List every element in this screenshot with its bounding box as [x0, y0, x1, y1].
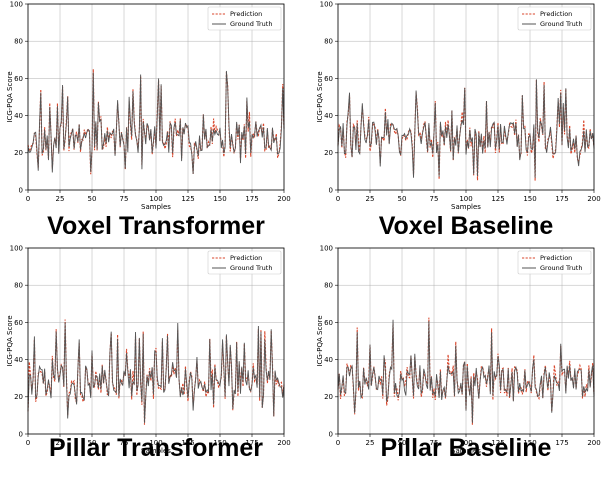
y-tick-label: 0 — [329, 186, 333, 194]
y-tick-label: 100 — [320, 0, 333, 8]
x-tick-label: 50 — [88, 439, 97, 447]
x-tick-label: 200 — [587, 439, 600, 447]
y-tick-label: 60 — [324, 319, 333, 327]
x-tick-label: 100 — [459, 439, 472, 447]
x-axis-label: Samples — [451, 447, 481, 455]
x-tick-label: 150 — [213, 195, 226, 203]
legend-label-prediction: Prediction — [540, 254, 572, 262]
x-tick-label: 75 — [120, 439, 129, 447]
chart-voxel-transformer: 0 20 40 60 80 100 0 25 50 75 100 125 150 175 200 Sample… — [6, 0, 291, 211]
y-tick-label: 100 — [10, 244, 23, 252]
y-axis-label: ICG-PQA Score — [6, 315, 14, 366]
x-tick-label: 125 — [491, 195, 504, 203]
x-tick-label: 50 — [398, 439, 407, 447]
x-tick-label: 50 — [88, 195, 97, 203]
y-tick-label: 80 — [324, 282, 333, 290]
x-tick-label: 175 — [555, 195, 568, 203]
series-line-ground-truth — [337, 319, 595, 423]
panel-pillar-transformer: 0 20 40 60 80 100 0 25 50 75 100 125 150 175 200 Sample… — [6, 244, 306, 484]
x-tick-label: 0 — [336, 195, 340, 203]
legend-label-prediction: Prediction — [540, 10, 572, 18]
x-tick-label: 150 — [523, 195, 536, 203]
panel-pillar-baseline: 0 20 40 60 80 100 0 25 50 75 100 125 150 175 200 Sample… — [316, 244, 616, 484]
y-tick-label: 80 — [324, 38, 333, 46]
y-tick-label: 80 — [14, 38, 23, 46]
x-tick-label: 125 — [491, 439, 504, 447]
y-axis-label: ICG-PQA Score — [316, 315, 324, 366]
y-axis-label: ICG-PQA Score — [6, 71, 14, 122]
x-tick-label: 25 — [366, 195, 375, 203]
y-tick-label: 60 — [14, 75, 23, 83]
x-tick-label: 0 — [26, 195, 30, 203]
y-tick-label: 40 — [14, 112, 23, 120]
y-tick-label: 0 — [19, 430, 23, 438]
y-tick-label: 0 — [329, 430, 333, 438]
panel-title: Voxel Baseline — [378, 212, 554, 240]
x-tick-label: 175 — [245, 195, 258, 203]
x-tick-label: 150 — [523, 439, 536, 447]
legend-box — [207, 250, 282, 275]
y-tick-label: 0 — [19, 186, 23, 194]
x-tick-label: 75 — [430, 195, 439, 203]
panel-title: Voxel Transformer — [47, 212, 265, 240]
legend-label-ground-truth: Ground Truth — [540, 20, 582, 28]
x-axis-label: Samples — [451, 203, 481, 211]
panel-voxel-transformer: 0 20 40 60 80 100 0 25 50 75 100 125 150 175 200 Sample… — [6, 0, 306, 240]
y-tick-label: 20 — [324, 149, 333, 157]
x-tick-label: 125 — [181, 195, 194, 203]
x-tick-label: 100 — [149, 195, 162, 203]
x-tick-label: 100 — [459, 195, 472, 203]
x-tick-label: 0 — [336, 439, 340, 447]
y-tick-label: 20 — [14, 393, 23, 401]
legend-box — [517, 6, 592, 31]
y-tick-label: 40 — [14, 356, 23, 364]
x-tick-label: 25 — [56, 439, 65, 447]
y-tick-label: 20 — [324, 393, 333, 401]
x-tick-label: 25 — [56, 195, 65, 203]
x-tick-label: 200 — [277, 439, 290, 447]
legend-label-ground-truth: Ground Truth — [540, 264, 582, 272]
x-tick-label: 75 — [430, 439, 439, 447]
y-tick-label: 60 — [14, 319, 23, 327]
x-tick-label: 200 — [277, 195, 290, 203]
y-tick-label: 40 — [324, 112, 333, 120]
y-tick-label: 80 — [14, 282, 23, 290]
chart-pillar-baseline: 0 20 40 60 80 100 0 25 50 75 100 125 150 175 200 Sample… — [316, 244, 601, 455]
x-tick-label: 75 — [120, 195, 129, 203]
y-tick-label: 20 — [14, 149, 23, 157]
y-axis-label: ICG-PQA Score — [316, 71, 324, 122]
x-tick-label: 200 — [587, 195, 600, 203]
legend-box — [517, 250, 592, 275]
x-tick-label: 50 — [398, 195, 407, 203]
x-tick-label: 100 — [149, 439, 162, 447]
chart-voxel-baseline: 0 20 40 60 80 100 0 25 50 75 100 125 150 175 200 Sample… — [316, 0, 601, 211]
panel-title: Pillar Baseline — [380, 434, 552, 462]
series-line-ground-truth — [27, 70, 285, 174]
legend-label-prediction: Prediction — [230, 254, 262, 262]
x-tick-label: 125 — [181, 439, 194, 447]
series-line-ground-truth — [27, 322, 285, 423]
y-tick-label: 100 — [10, 0, 23, 8]
x-tick-label: 25 — [366, 439, 375, 447]
y-tick-label: 100 — [320, 244, 333, 252]
x-axis-label: Samples — [141, 447, 171, 455]
legend-label-ground-truth: Ground Truth — [230, 20, 272, 28]
x-tick-label: 0 — [26, 439, 30, 447]
x-tick-label: 150 — [213, 439, 226, 447]
panel-voxel-baseline: 0 20 40 60 80 100 0 25 50 75 100 125 150 175 200 Sample… — [316, 0, 616, 240]
series-line-ground-truth — [337, 79, 595, 178]
x-axis-label: Samples — [141, 203, 171, 211]
y-tick-label: 40 — [324, 356, 333, 364]
legend-box — [207, 6, 282, 31]
chart-pillar-transformer: 0 20 40 60 80 100 0 25 50 75 100 125 150 175 200 Sample… — [6, 244, 291, 455]
x-tick-label: 175 — [555, 439, 568, 447]
x-tick-label: 175 — [245, 439, 258, 447]
legend-label-prediction: Prediction — [230, 10, 262, 18]
legend-label-ground-truth: Ground Truth — [230, 264, 272, 272]
y-tick-label: 60 — [324, 75, 333, 83]
panel-title: Pillar Transformer — [49, 434, 263, 462]
